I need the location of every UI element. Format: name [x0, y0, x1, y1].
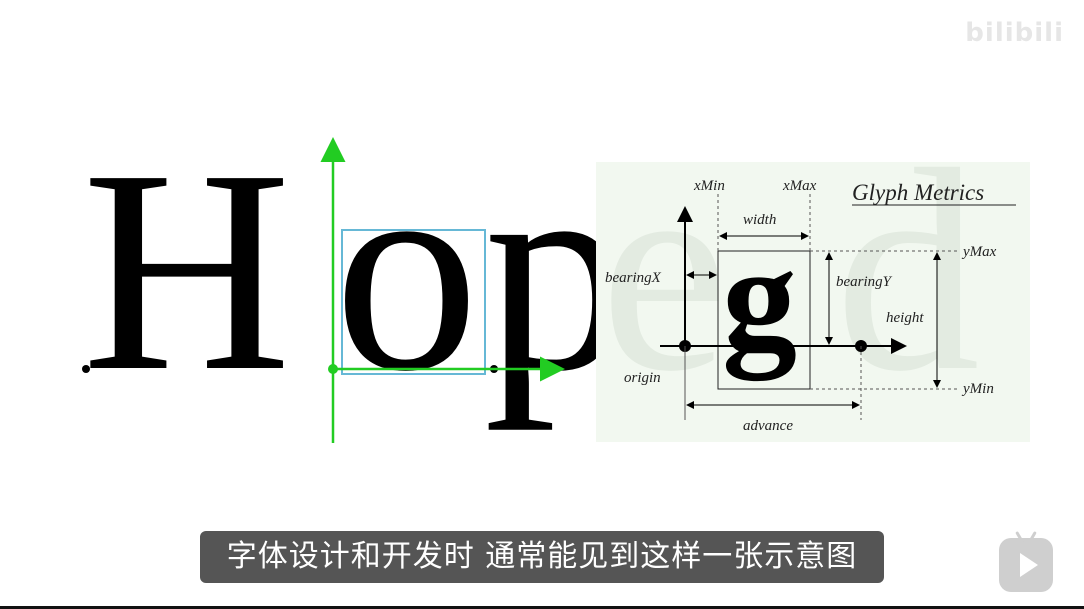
label-width: width [743, 212, 776, 228]
bilibili-watermark: bilibili [965, 18, 1064, 48]
subtitle-caption: 字体设计和开发时 通常能见到这样一张示意图 [200, 531, 884, 583]
glyph-g-bbox [717, 250, 811, 390]
origin-dot [328, 364, 338, 374]
bottom-border [0, 606, 1084, 609]
label-ymin: yMin [961, 381, 994, 397]
label-xmax: xMax [782, 178, 817, 194]
label-ymax: yMax [961, 244, 997, 260]
label-height: height [886, 310, 924, 326]
label-xmin: xMin [693, 178, 725, 194]
label-origin: origin [624, 370, 661, 386]
glyph-metrics-panel: e d Glyph Metrics g xMin xMax width y [596, 110, 1030, 442]
label-bearingx: bearingX [605, 270, 662, 286]
play-icon [1020, 553, 1038, 577]
letter-o: o [334, 110, 479, 431]
glyph-metrics-title: Glyph Metrics [852, 180, 984, 205]
letter-h: H [82, 110, 291, 431]
letter-e-faint: e [600, 110, 729, 431]
label-advance: advance [743, 418, 793, 434]
tv-ears-icon [1015, 531, 1037, 543]
letter-d-faint: d [835, 110, 980, 431]
glyph-g: g [722, 215, 797, 381]
label-bearingy: bearingY [836, 274, 893, 290]
play-button[interactable] [999, 531, 1053, 592]
baseline-dot-left [82, 365, 90, 373]
glyph-bbox [341, 229, 486, 375]
